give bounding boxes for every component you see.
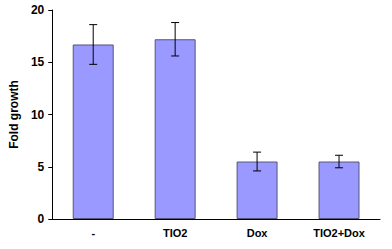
svg-text:10: 10 xyxy=(31,108,45,122)
svg-text:15: 15 xyxy=(31,55,45,69)
svg-text:20: 20 xyxy=(31,3,45,17)
svg-text:Fold growth: Fold growth xyxy=(7,80,21,149)
svg-text:Dox: Dox xyxy=(247,227,269,239)
svg-text:TIO2: TIO2 xyxy=(163,227,187,239)
svg-text:TIO2+Dox: TIO2+Dox xyxy=(313,227,366,239)
svg-text:-: - xyxy=(91,227,95,239)
svg-text:0: 0 xyxy=(38,212,45,226)
svg-text:5: 5 xyxy=(38,160,45,174)
